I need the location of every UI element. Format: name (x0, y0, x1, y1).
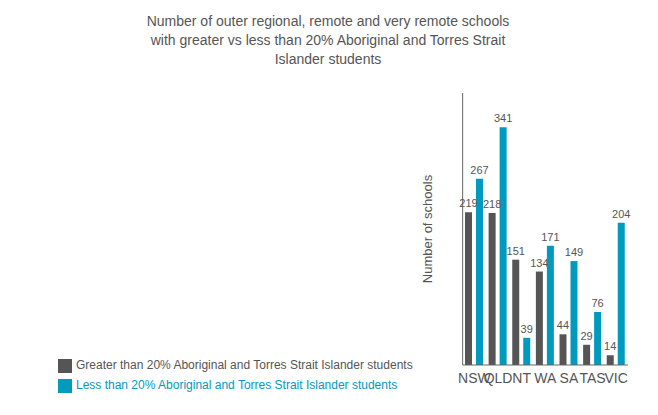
svg-text:VIC: VIC (605, 370, 628, 386)
svg-text:218: 218 (483, 198, 501, 210)
svg-text:134: 134 (530, 257, 548, 269)
html-text:Islander students: Islander students (274, 51, 382, 67)
svg-text:TAS: TAS (579, 370, 605, 386)
svg-text:29: 29 (580, 330, 592, 342)
svg-text:151: 151 (507, 245, 525, 257)
svg-text:QLD: QLD (484, 370, 513, 386)
svg-text:SA: SA (560, 370, 579, 386)
svg-text:39: 39 (521, 323, 533, 335)
svg-text:WA: WA (534, 370, 557, 386)
html-text:Greater than 20% Aboriginal an: Greater than 20% Aboriginal and Torres S… (76, 358, 413, 372)
svg-text:NT: NT (512, 370, 531, 386)
svg-text:149: 149 (565, 246, 583, 258)
html-text:Number of outer regional, remo: Number of outer regional, remote and ver… (146, 13, 510, 29)
svg-text:219: 219 (459, 197, 477, 209)
svg-text:204: 204 (612, 208, 630, 220)
svg-text:14: 14 (604, 340, 616, 352)
svg-text:341: 341 (494, 112, 512, 124)
svg-text:171: 171 (541, 231, 559, 243)
html-text:with greater vs less than 20%: with greater vs less than 20% Aboriginal… (150, 32, 506, 48)
svg-text:NSW: NSW (458, 369, 491, 386)
svg-text:76: 76 (591, 297, 603, 309)
html-text:Less than 20% Aboriginal and T: Less than 20% Aboriginal and Torres Stra… (76, 378, 398, 392)
svg-text:44: 44 (557, 319, 569, 331)
svg-text:267: 267 (470, 164, 488, 176)
svg-text:Number of schools: Number of schools (420, 174, 435, 283)
